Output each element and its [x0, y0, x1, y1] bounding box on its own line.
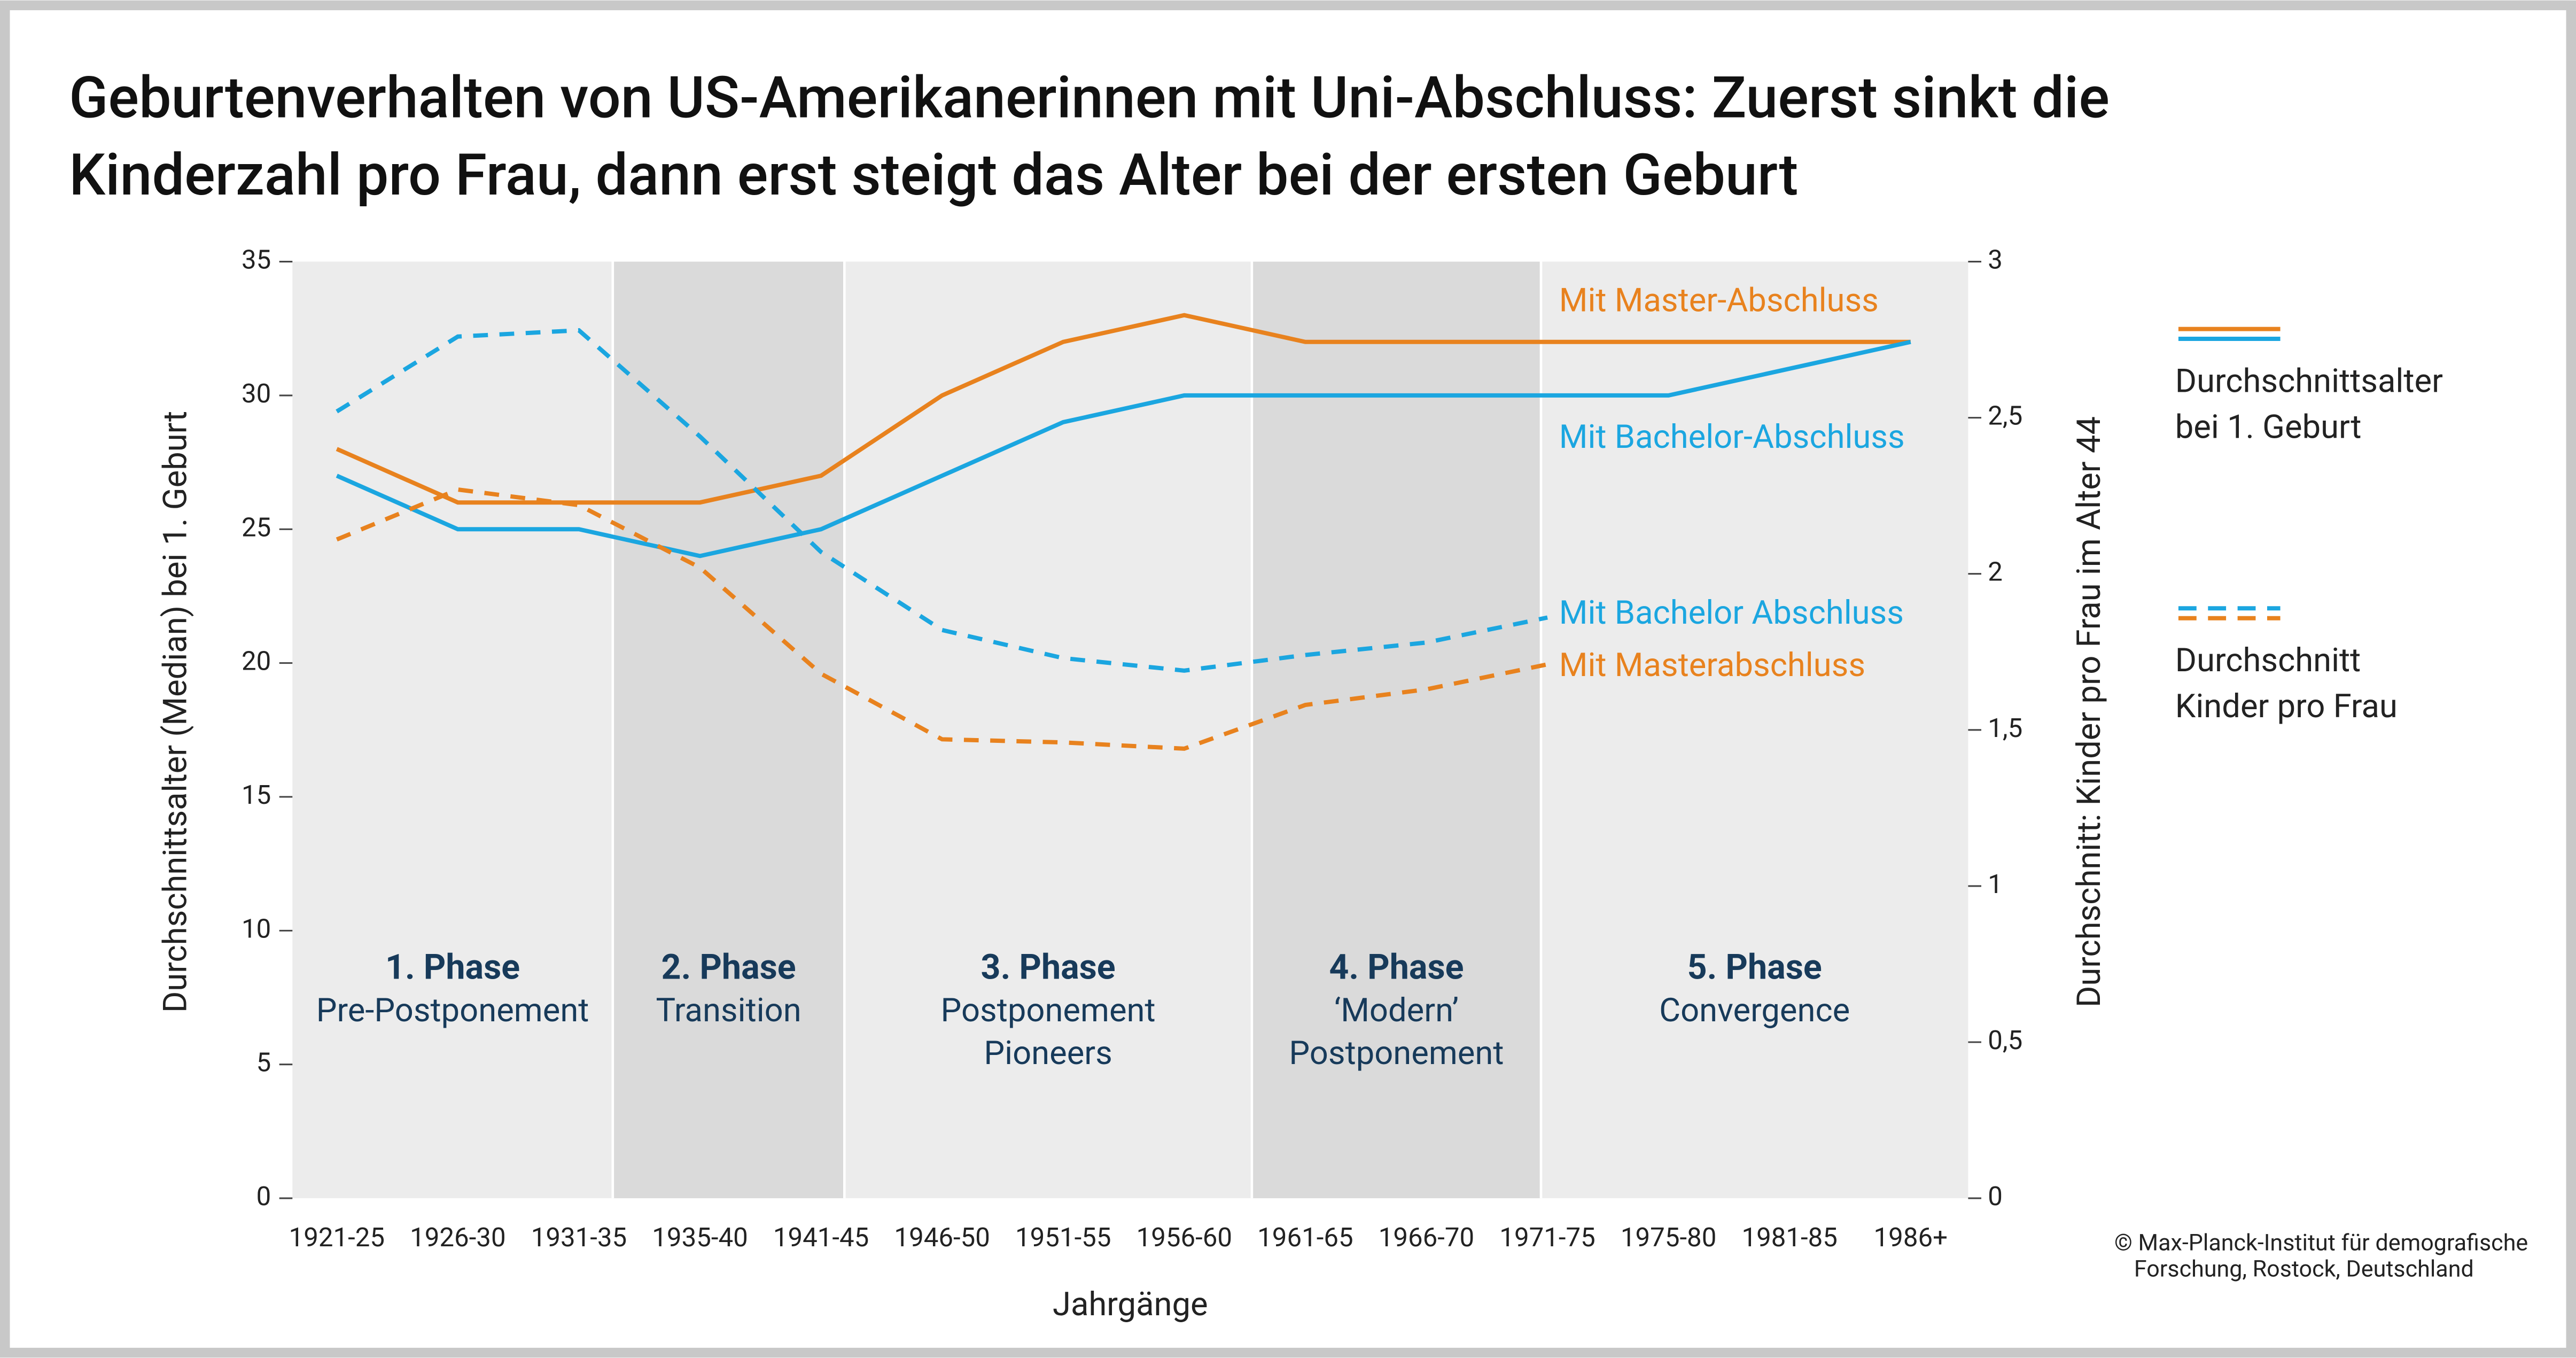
y2-tick-label: 2,5 — [1988, 401, 2022, 432]
x-tick-label: 1926-30 — [410, 1222, 505, 1253]
series-label: Mit Bachelor Abschluss — [1559, 594, 1904, 632]
y-axis-label: Durchschnittsalter (Median) bei 1. Gebur… — [156, 411, 194, 1013]
y2-tick-label: 2 — [1988, 557, 2003, 588]
phase-label: Transition — [656, 991, 801, 1030]
series-label: Mit Masterabschluss — [1559, 646, 1865, 685]
phase-band — [612, 261, 845, 1199]
phase-title: 2. Phase — [661, 947, 796, 988]
phase-title: 5. Phase — [1687, 947, 1822, 988]
source: Forschung, Rostock, Deutschland — [2134, 1255, 2474, 1283]
phase-label: Convergence — [1659, 991, 1850, 1030]
source: © Max-Planck-Institut für demografische — [2114, 1229, 2528, 1256]
series-label: Mit Master-Abschluss — [1559, 282, 1879, 320]
y-tick-label: 5 — [256, 1047, 271, 1078]
series-label: Mit Bachelor-Abschluss — [1559, 418, 1905, 456]
y-tick-label: 30 — [242, 378, 271, 409]
y-tick-label: 15 — [242, 780, 271, 811]
x-tick-label: 1951-55 — [1015, 1222, 1111, 1253]
legend-label: Durchschnittsalter — [2175, 362, 2443, 400]
phase-label: ‘Modern’ — [1334, 991, 1459, 1030]
y-tick-label: 25 — [242, 512, 271, 543]
y2-tick-label: 3 — [1988, 245, 2003, 276]
y-tick-label: 35 — [242, 245, 271, 276]
x-tick-label: 1981-85 — [1741, 1222, 1837, 1253]
legend-label: Durchschnitt — [2175, 641, 2361, 680]
phase-label: Pioneers — [984, 1034, 1112, 1073]
y2-tick-label: 0 — [1988, 1181, 2003, 1212]
y2-axis-label: Durchschnitt: Kinder pro Frau im Alter 4… — [2070, 416, 2108, 1007]
phase-band — [292, 261, 613, 1199]
x-tick-label: 1966-70 — [1379, 1222, 1474, 1253]
phase-label: Pre-Postponement — [316, 991, 589, 1030]
phase-title: 3. Phase — [981, 947, 1116, 988]
series-line — [336, 328, 1548, 673]
series-line — [336, 487, 1548, 751]
x-tick-label: 1986+ — [1874, 1222, 1948, 1253]
x-tick-label: 1961-65 — [1257, 1222, 1353, 1253]
chart-title: Geburtenverhalten von US-Amerikanerinnen… — [69, 65, 2110, 132]
x-tick-label: 1975-80 — [1621, 1222, 1716, 1253]
phase-band — [1251, 261, 1541, 1199]
phase-label: Postponement — [1289, 1034, 1504, 1073]
chart-title: Kinderzahl pro Frau, dann erst steigt da… — [69, 142, 1798, 209]
legend-label: bei 1. Geburt — [2175, 408, 2362, 446]
y-tick-label: 10 — [242, 913, 271, 944]
x-tick-label: 1931-35 — [531, 1222, 627, 1253]
x-tick-label: 1956-60 — [1137, 1222, 1232, 1253]
legend-label: Kinder pro Frau — [2175, 687, 2398, 726]
x-tick-label: 1941-45 — [773, 1222, 869, 1253]
phase-title: 4. Phase — [1329, 947, 1464, 988]
y-tick-label: 0 — [256, 1181, 271, 1212]
phase-label: Postponement — [941, 991, 1156, 1030]
x-tick-label: 1971-75 — [1499, 1222, 1595, 1253]
series-line — [336, 313, 1911, 505]
y2-tick-label: 1,5 — [1988, 713, 2022, 744]
phase-title: 1. Phase — [385, 947, 520, 988]
x-tick-label: 1946-50 — [894, 1222, 990, 1253]
y-tick-label: 20 — [242, 646, 271, 677]
y2-tick-label: 1 — [1988, 869, 2003, 900]
y2-tick-label: 0,5 — [1988, 1025, 2022, 1056]
x-tick-label: 1935-40 — [652, 1222, 748, 1253]
series-line — [336, 339, 1911, 558]
x-tick-label: 1921-25 — [289, 1222, 385, 1253]
x-axis-label: Jahrgänge — [1053, 1285, 1208, 1324]
phase-band — [1540, 261, 1968, 1199]
